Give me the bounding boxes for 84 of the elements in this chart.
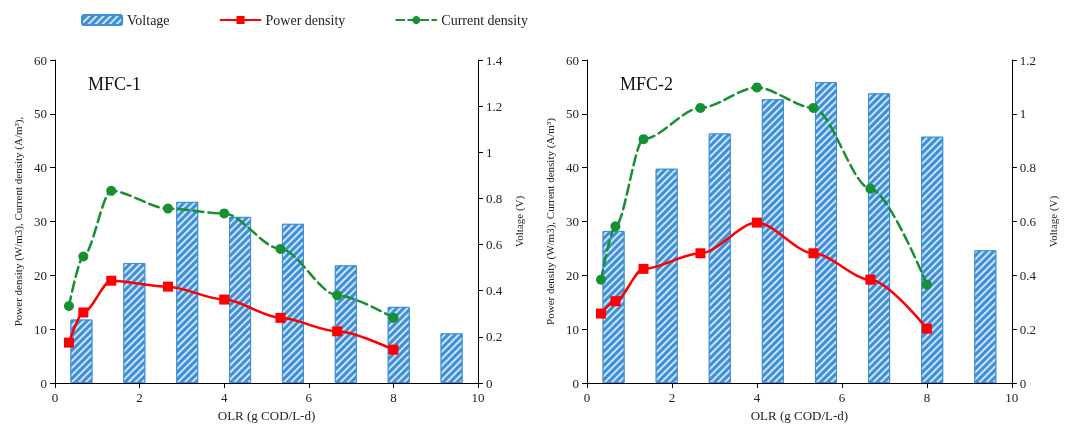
text: MFC-2 [620,74,674,94]
point [610,221,621,232]
x-tick-label: 10 [471,390,485,405]
y-tick-label: 40 [34,160,47,176]
x-tick-label: 6 [305,390,313,405]
y-tick-label: 60 [34,52,47,68]
y2-tick-label: 0 [1019,375,1027,391]
y-tick-label: 20 [34,267,47,283]
point [78,307,89,318]
point [388,344,399,355]
point [332,290,343,301]
x-tick-label: 4 [753,390,761,405]
point [751,82,762,93]
y2-tick-label: 1.2 [486,98,503,114]
y-tick-label: 50 [566,106,579,122]
point [695,102,706,113]
point [275,312,286,323]
y-tick-label: 30 [566,214,579,229]
y2-tick-label: 0.4 [486,283,503,299]
y-tick-label: 0 [572,375,579,391]
point [865,183,876,194]
point [78,251,89,262]
point [610,296,621,307]
point [275,243,286,254]
point [63,337,74,348]
y2-tick-label: 0 [486,375,493,391]
point [219,208,230,219]
y-tick-label: 40 [566,160,579,176]
y-tick-label: 10 [34,321,47,337]
point [751,217,762,228]
y-tick-label: 60 [566,52,579,68]
point [695,248,706,259]
point [596,274,607,285]
y2-axis-title: Voltage (V) [512,195,526,248]
point [638,134,649,145]
x-tick-label: 2 [136,390,143,405]
x-tick-label: 0 [583,390,591,405]
y-tick-label: 30 [34,214,47,229]
point [162,203,173,214]
y-axis-title: Power density (W/m3), Current density (A/m³) [543,117,557,325]
point [808,102,819,113]
point [106,275,117,286]
y2-tick-label: 0.8 [1019,160,1037,176]
y2-tick-label: 1 [486,144,493,160]
y-tick-label: 50 [34,106,47,122]
point [921,323,932,334]
point [332,326,343,337]
y2-tick-label: 0.6 [486,237,503,253]
point [63,301,74,312]
point [162,281,173,292]
point [808,248,819,259]
x-tick-label: 6 [838,390,846,405]
y-tick-label: 20 [566,267,579,283]
point [596,308,607,319]
y2-tick-label: 0.6 [1019,214,1037,229]
legend-label: Power density [265,12,346,28]
y2-tick-label: 1.2 [1019,52,1037,68]
legend-label: Voltage [127,12,170,28]
y-axis-title: Power density (W/m3), Current density (A/m³), [11,116,25,327]
x-tick-label: 0 [51,390,59,405]
x-tick-label: 10 [1005,390,1019,405]
y2-axis-title: Voltage (V) [1046,195,1060,248]
point [106,185,117,196]
x-axis-title: OLR (g COD/L-d) [217,407,316,423]
y2-tick-label: 1.4 [486,52,503,68]
y-tick-label: 10 [566,321,579,337]
point [865,274,876,285]
x-tick-label: 8 [923,390,931,405]
x-tick-label: 4 [220,390,228,405]
y2-tick-label: 0.2 [1019,321,1037,337]
x-tick-label: 2 [668,390,676,405]
y2-tick-label: 1 [1019,106,1027,122]
y2-tick-label: 0.8 [486,190,503,206]
y2-tick-label: 0.4 [1019,267,1037,283]
point [638,263,649,274]
legend-label: Current density [441,12,529,28]
y-tick-label: 0 [40,375,47,391]
x-tick-label: 8 [390,390,397,405]
point [921,279,932,290]
point [388,312,399,323]
point [219,294,230,305]
text: MFC-1 [88,74,142,94]
x-axis-title: OLR (g COD/L-d) [750,407,849,423]
y2-tick-label: 0.2 [486,329,503,345]
